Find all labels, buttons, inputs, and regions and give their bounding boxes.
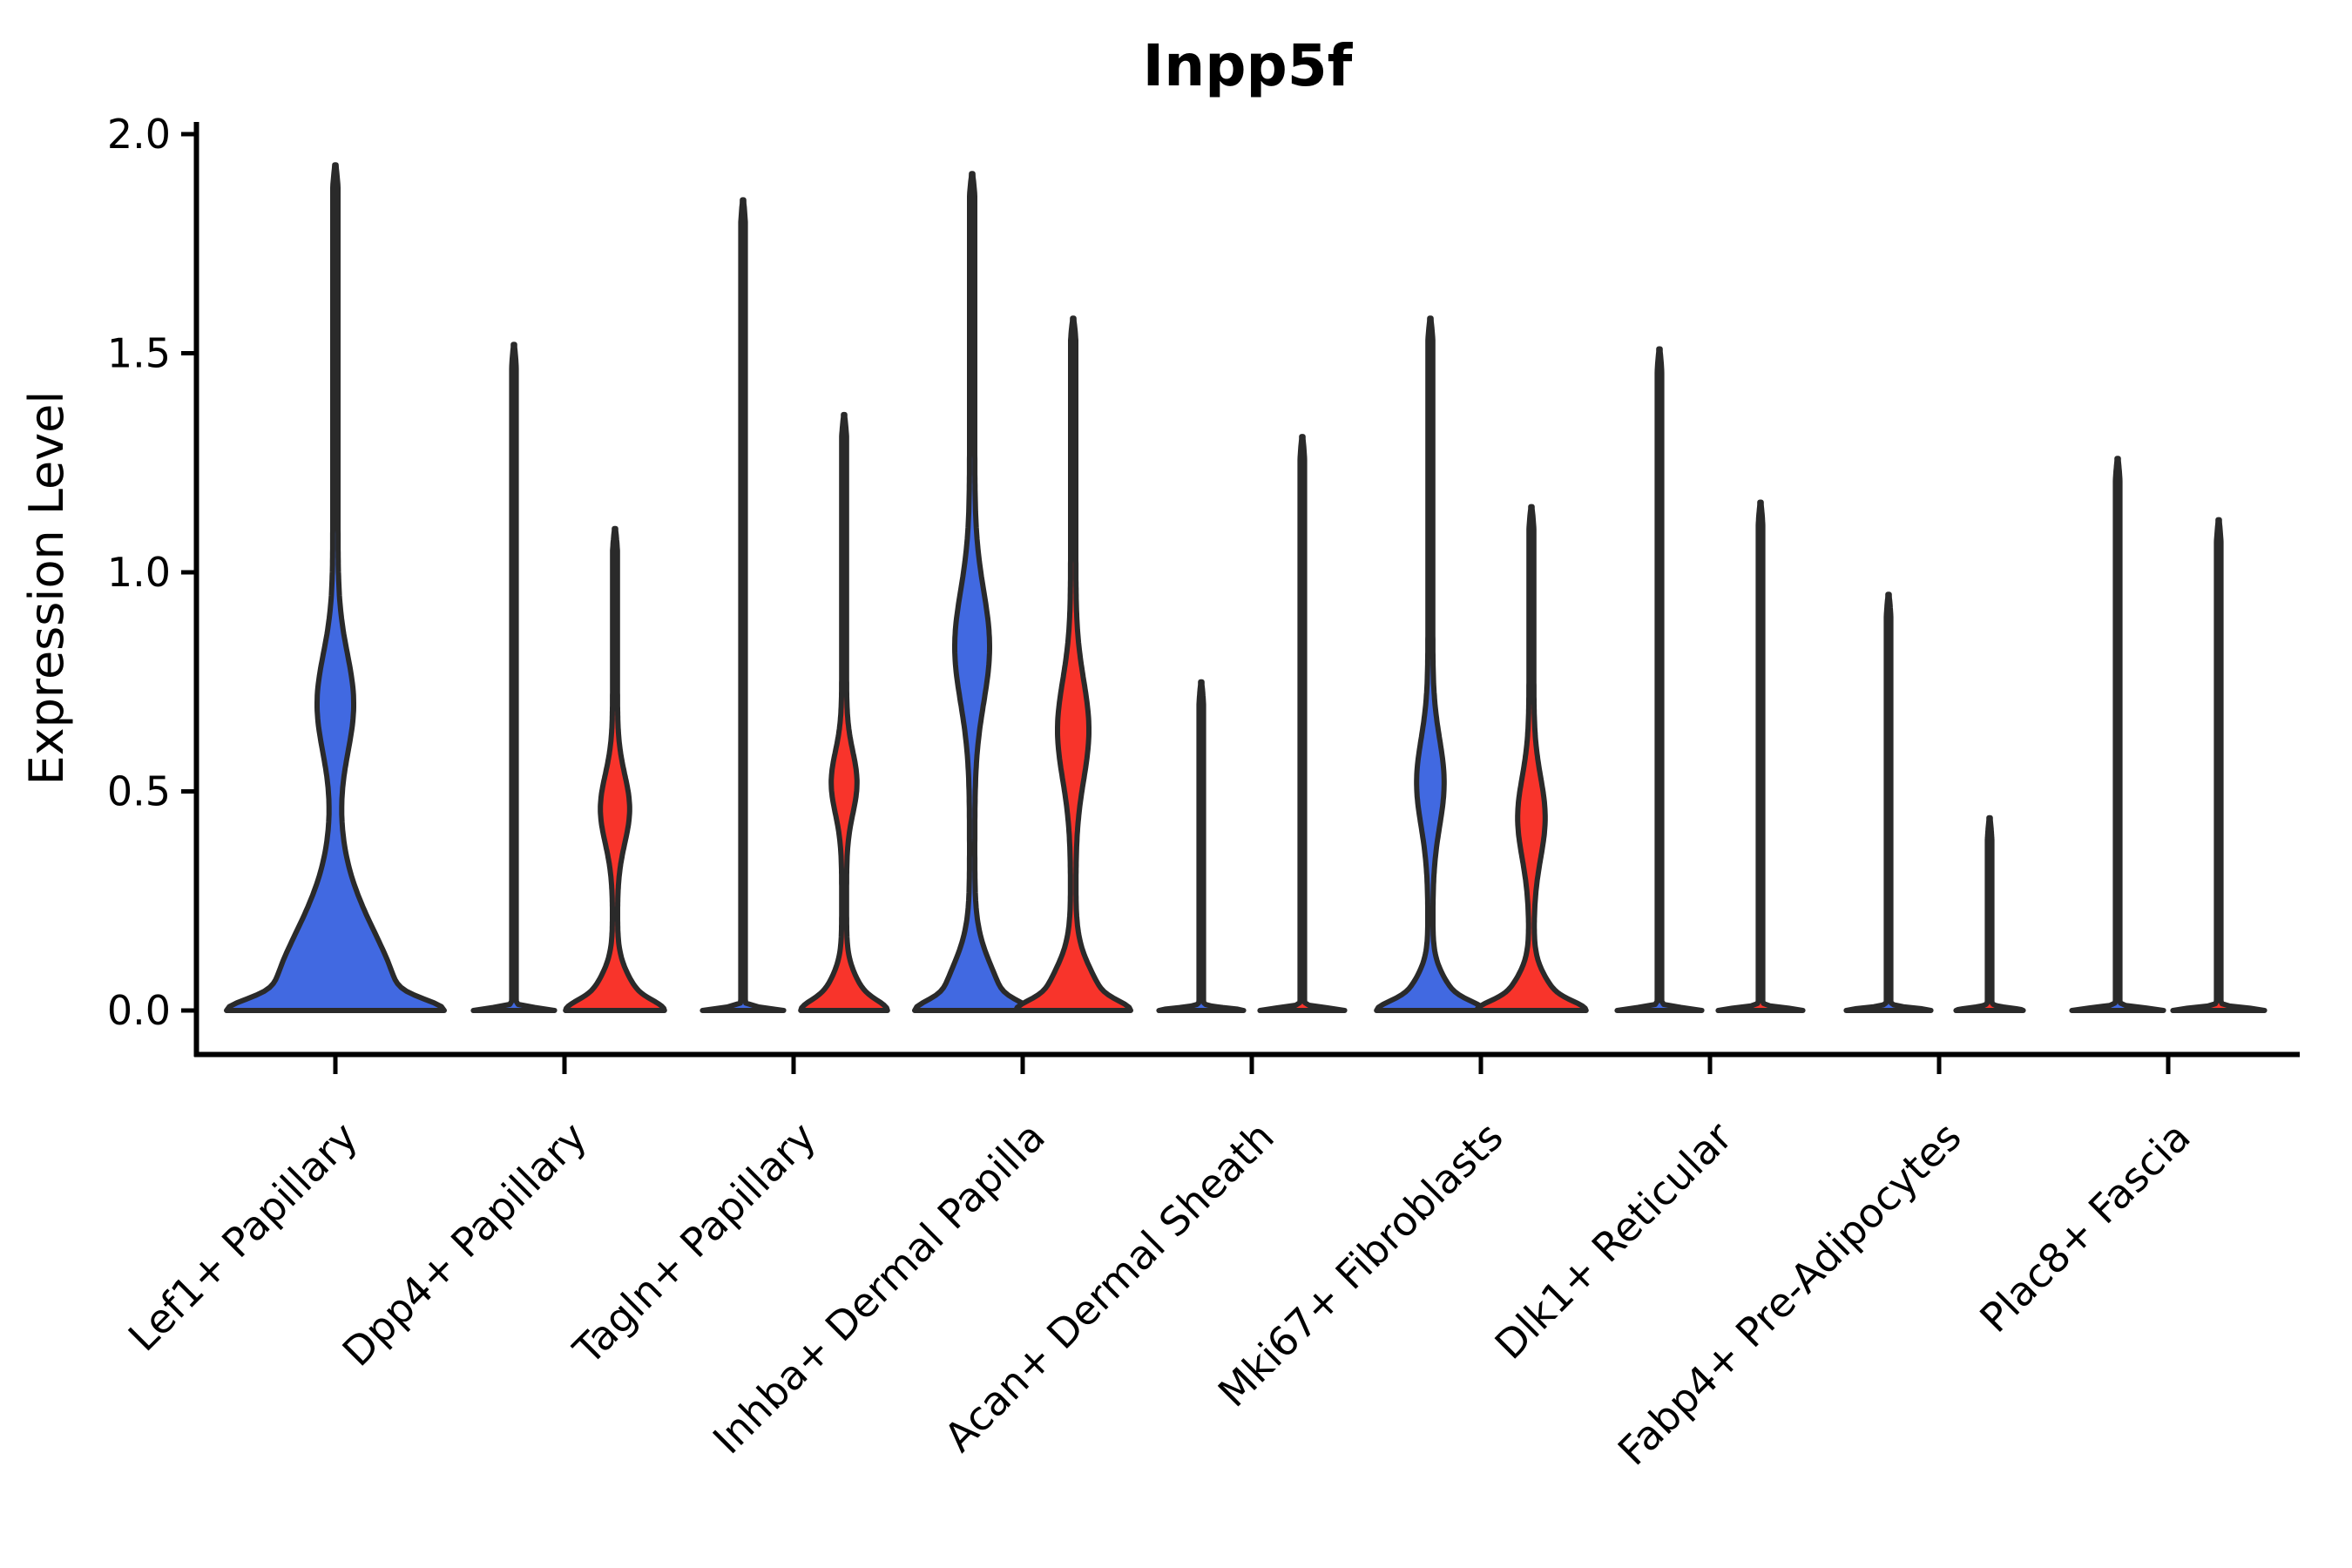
violins — [224, 162, 2268, 1013]
violin-fabp4-pre-adipocytes-red — [1953, 814, 2026, 1013]
violin-lef1-papillary-blue — [224, 162, 447, 1013]
violin-plac8-fascia-red — [2170, 517, 2268, 1013]
chart-title: Inpp5f — [1143, 32, 1354, 99]
violin-acan-dermal-sheath-blue — [1156, 679, 1247, 1013]
y-axis-label: Expression Level — [19, 391, 74, 786]
x-category-label: Tagln+ Papillary — [564, 1113, 825, 1375]
violin-tagln-papillary-blue — [700, 197, 787, 1013]
x-category-label: Dpp4+ Papillary — [334, 1113, 596, 1375]
violin-inhba-dermal-papilla-red — [1013, 315, 1133, 1013]
y-tick-label: 0.5 — [107, 768, 171, 815]
y-tick-label: 1.0 — [107, 549, 171, 596]
violin-dlk1-reticular-blue — [1614, 346, 1705, 1013]
violin-dpp4-papillary-red — [563, 525, 667, 1013]
y-tick-label: 1.5 — [107, 330, 171, 377]
violin-acan-dermal-sheath-red — [1257, 434, 1348, 1013]
violin-inhba-dermal-papilla-blue — [912, 171, 1032, 1013]
violin-dlk1-reticular-red — [1715, 499, 1806, 1013]
x-category-label: Lef1+ Papillary — [119, 1113, 367, 1361]
violin-dpp4-papillary-blue — [470, 341, 558, 1013]
violin-mki67-fibroblasts-blue — [1374, 315, 1487, 1013]
x-category-label: Plac8+ Fascia — [1970, 1113, 2199, 1342]
violin-plac8-fascia-blue — [2069, 456, 2166, 1013]
y-tick-label: 0.0 — [107, 987, 171, 1034]
x-category-label: Dlk1+ Reticular — [1486, 1113, 1741, 1369]
y-axis-ticks: 0.0 0.5 1.0 1.5 2.0 — [107, 111, 199, 1034]
violin-mki67-fibroblasts-red — [1474, 504, 1589, 1013]
violin-tagln-papillary-red — [798, 411, 890, 1013]
y-tick-label: 2.0 — [107, 111, 171, 158]
violin-fabp4-pre-adipocytes-blue — [1843, 591, 1934, 1013]
